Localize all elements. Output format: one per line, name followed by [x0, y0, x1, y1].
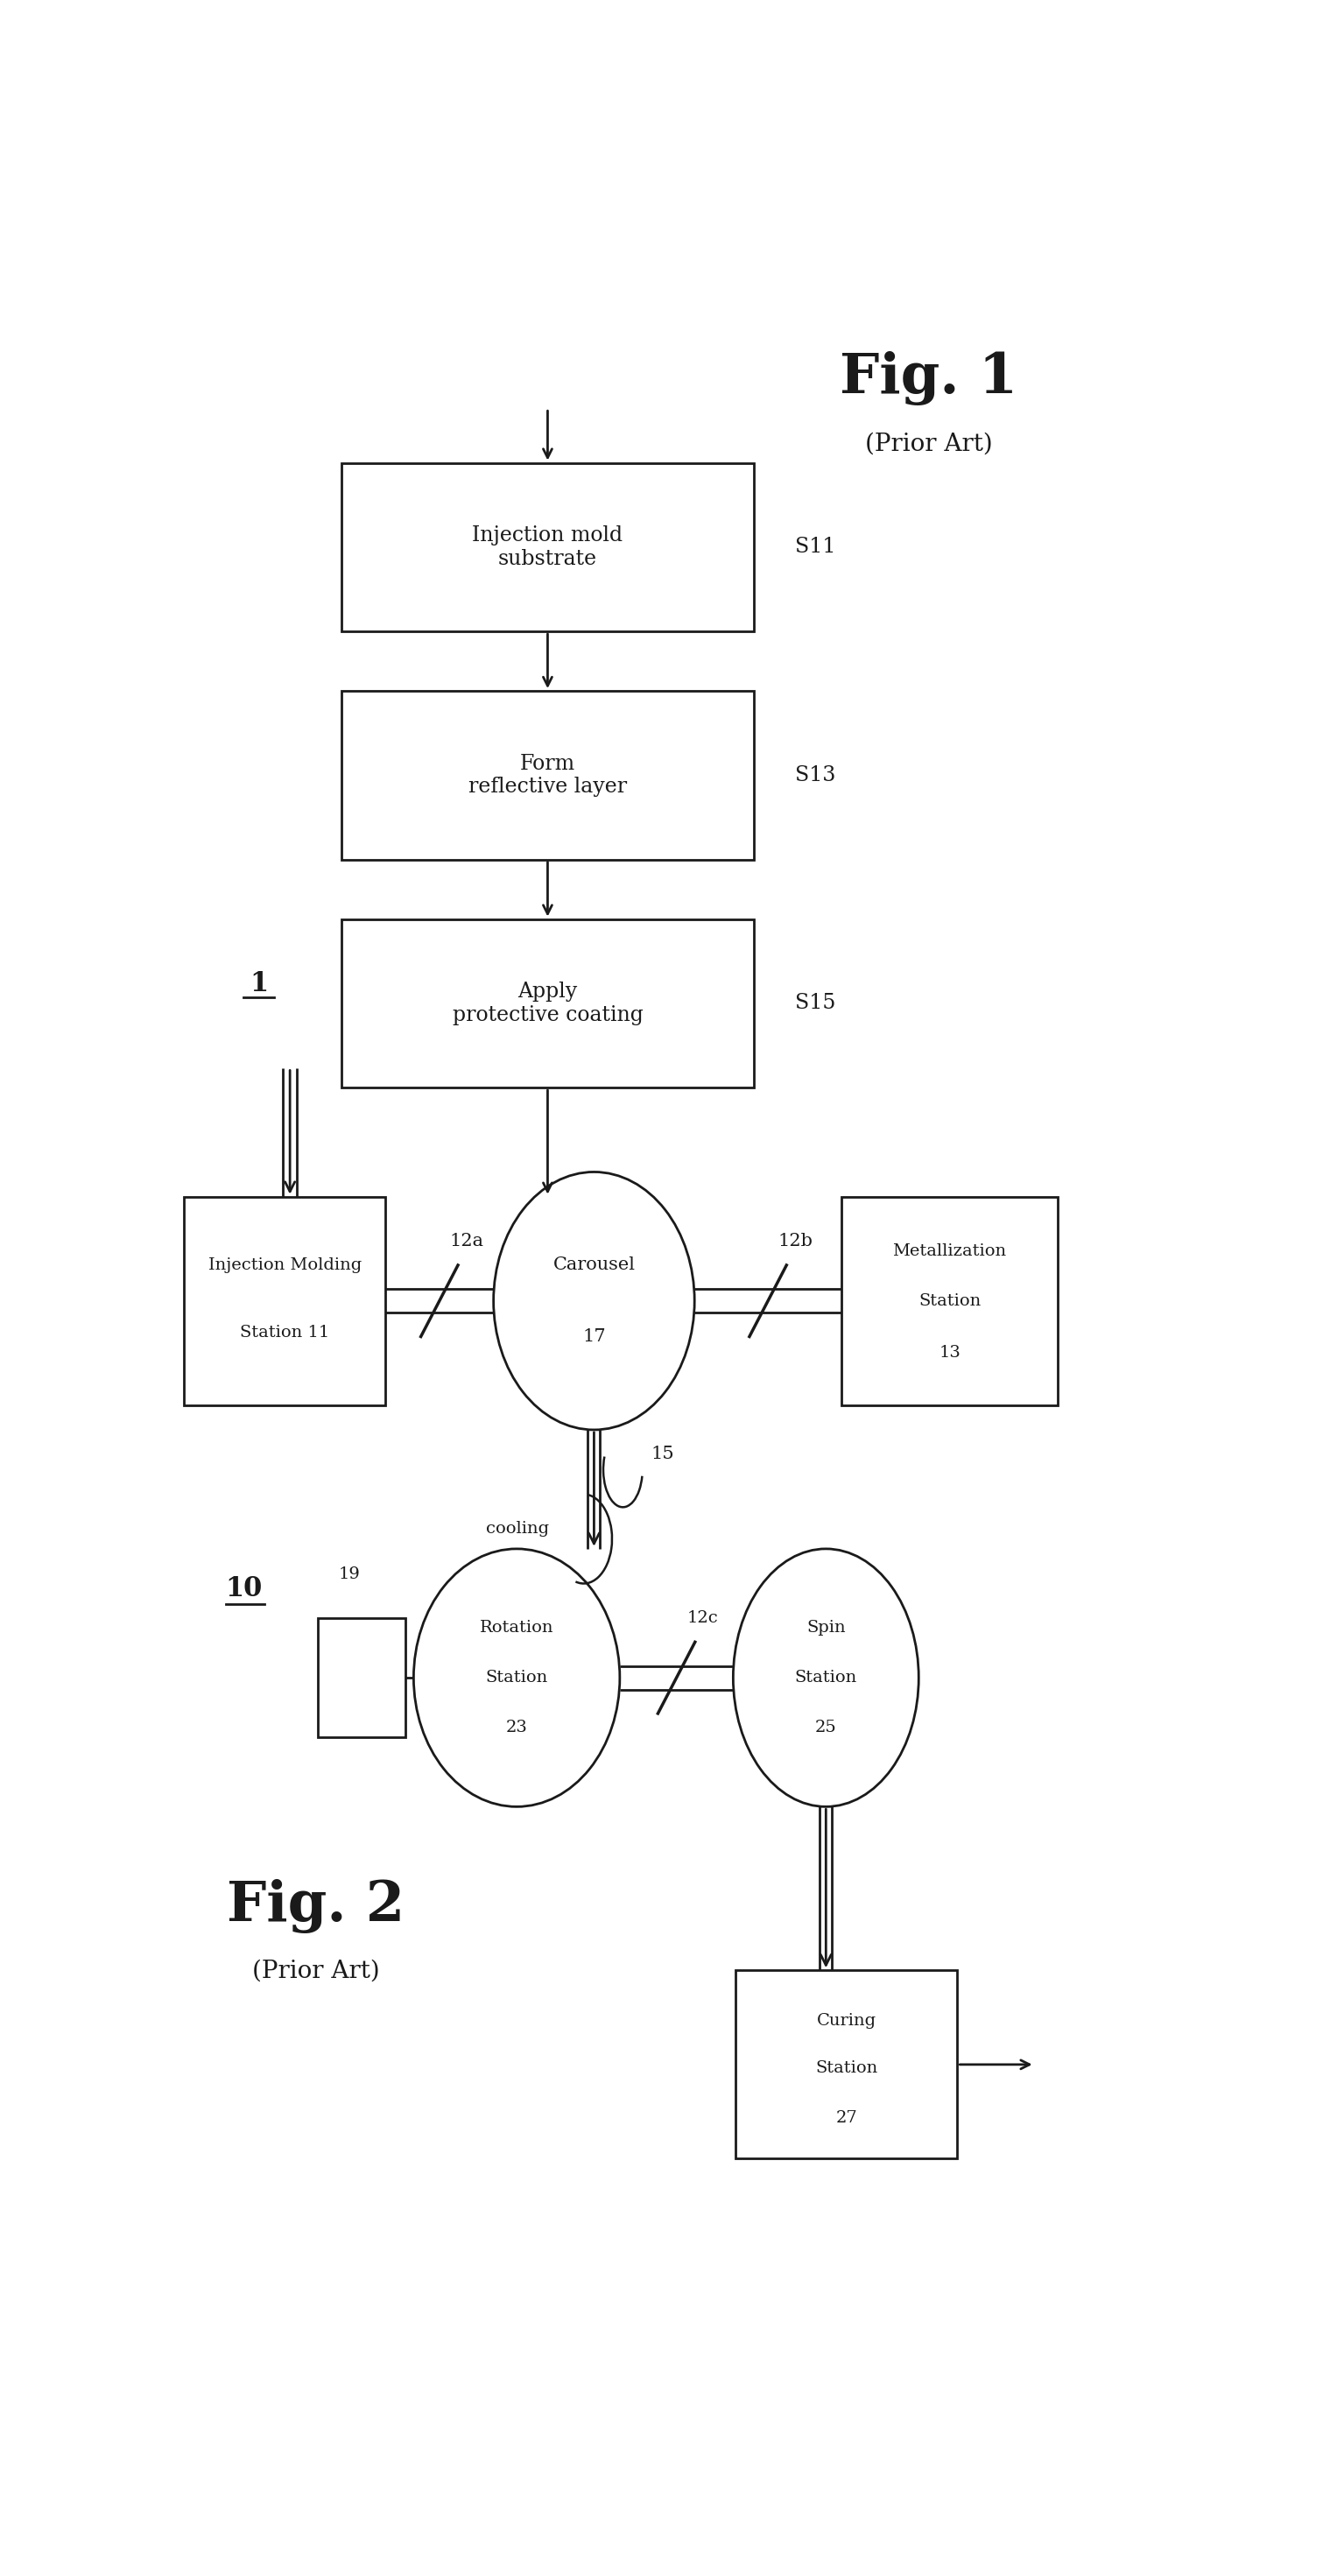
- Text: 27: 27: [835, 2110, 858, 2125]
- Bar: [185, 1198, 386, 1404]
- Text: S13: S13: [795, 765, 837, 786]
- Text: S15: S15: [795, 994, 837, 1012]
- Text: (Prior Art): (Prior Art): [251, 1960, 379, 1984]
- Text: 13: 13: [939, 1345, 960, 1360]
- Text: Fig. 1: Fig. 1: [841, 350, 1017, 404]
- Text: 25: 25: [815, 1718, 837, 1736]
- Text: 23: 23: [505, 1718, 528, 1736]
- Text: (Prior Art): (Prior Art): [866, 433, 992, 456]
- Bar: [735, 1971, 958, 2159]
- Text: Station: Station: [815, 2061, 878, 2076]
- Text: Curing: Curing: [817, 2012, 876, 2030]
- Bar: [342, 920, 754, 1087]
- Ellipse shape: [733, 1548, 919, 1806]
- Ellipse shape: [414, 1548, 620, 1806]
- Text: Station: Station: [795, 1669, 857, 1685]
- Bar: [842, 1198, 1057, 1404]
- Text: 15: 15: [650, 1445, 674, 1463]
- Text: Fig. 2: Fig. 2: [226, 1878, 404, 1932]
- Text: Station: Station: [485, 1669, 548, 1685]
- Text: 12b: 12b: [778, 1234, 813, 1249]
- Text: Injection mold
substrate: Injection mold substrate: [472, 526, 622, 569]
- Text: Spin: Spin: [806, 1620, 846, 1636]
- Text: 12c: 12c: [686, 1610, 718, 1625]
- Text: Station 11: Station 11: [239, 1324, 330, 1340]
- Bar: [318, 1618, 406, 1736]
- Ellipse shape: [493, 1172, 694, 1430]
- Text: 1: 1: [250, 971, 269, 997]
- Bar: [342, 690, 754, 860]
- Text: cooling: cooling: [485, 1520, 549, 1538]
- Text: Apply
protective coating: Apply protective coating: [452, 981, 642, 1025]
- Text: Form
reflective layer: Form reflective layer: [468, 755, 626, 796]
- Text: Carousel: Carousel: [553, 1257, 636, 1273]
- Text: 12a: 12a: [450, 1234, 484, 1249]
- Text: 19: 19: [338, 1566, 360, 1582]
- Text: Metallization: Metallization: [892, 1244, 1007, 1260]
- Text: 17: 17: [583, 1329, 605, 1345]
- Text: S11: S11: [795, 536, 837, 556]
- Text: 10: 10: [225, 1574, 262, 1602]
- Text: Rotation: Rotation: [480, 1620, 553, 1636]
- Text: Injection Molding: Injection Molding: [207, 1257, 362, 1273]
- Bar: [342, 464, 754, 631]
- Text: Station: Station: [919, 1293, 980, 1309]
